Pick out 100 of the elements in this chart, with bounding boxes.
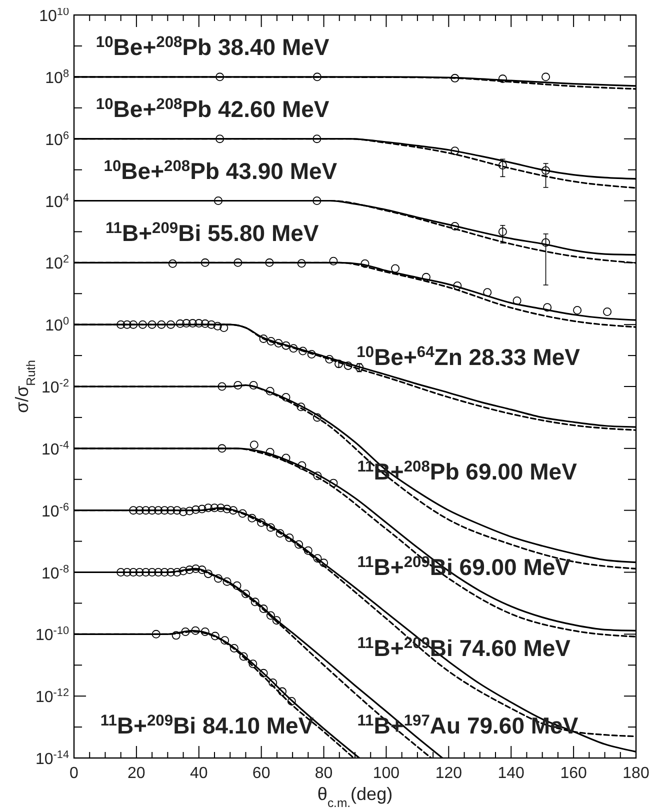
- point: [266, 448, 274, 456]
- point: [248, 514, 256, 522]
- y-tick-label: 10$^{2}$: [45, 254, 69, 273]
- point: [276, 529, 284, 538]
- x-tick-label: 20: [128, 765, 146, 782]
- point: [450, 222, 460, 231]
- annotation: $^{10}$Be+$^{64}$Zn 28.33 MeV: [356, 343, 581, 370]
- point: [188, 319, 197, 328]
- y-tick-label: 10$^{-4}$: [42, 439, 69, 458]
- point: [172, 506, 182, 515]
- x-tick-label: 40: [190, 765, 208, 782]
- point: [220, 324, 228, 332]
- point: [282, 341, 290, 350]
- point: [266, 386, 274, 396]
- point: [250, 440, 258, 450]
- point: [573, 306, 582, 315]
- point: [168, 259, 177, 268]
- point: [259, 604, 268, 614]
- point: [238, 509, 247, 518]
- point: [182, 319, 191, 328]
- y-tick-label: 10$^{-6}$: [42, 501, 69, 520]
- point: [453, 281, 462, 290]
- point: [298, 461, 306, 470]
- point: [129, 320, 138, 329]
- point: [294, 540, 304, 549]
- y-tick-label: 10$^{-8}$: [42, 563, 69, 582]
- point: [282, 454, 290, 462]
- point: [313, 472, 322, 480]
- point: [266, 336, 276, 346]
- point: [498, 227, 507, 236]
- point: [312, 72, 322, 82]
- point: [200, 627, 210, 636]
- point: [230, 644, 238, 653]
- point: [172, 631, 180, 640]
- point: [249, 380, 258, 390]
- x-tick-label: 100: [372, 765, 400, 782]
- point: [450, 74, 460, 82]
- point: [312, 413, 322, 422]
- y-tick-label: 10$^{-2}$: [42, 378, 69, 396]
- point: [259, 334, 268, 343]
- point: [268, 678, 278, 687]
- point: [185, 566, 194, 574]
- point: [154, 568, 163, 576]
- point: [329, 256, 338, 266]
- point: [542, 238, 550, 247]
- point: [239, 652, 248, 661]
- point: [204, 570, 213, 578]
- point: [285, 534, 294, 542]
- point: [216, 134, 224, 144]
- point: [194, 319, 204, 328]
- point: [192, 564, 200, 573]
- point: [296, 402, 306, 412]
- y-tick-label: 10$^{-10}$: [35, 625, 69, 644]
- point: [176, 319, 184, 328]
- y-tick-label: 10$^{-12}$: [35, 687, 69, 706]
- point: [213, 322, 222, 330]
- point: [181, 627, 190, 636]
- point: [198, 504, 206, 514]
- point: [307, 350, 316, 359]
- point: [166, 568, 176, 576]
- point: [450, 146, 460, 156]
- point: [265, 258, 274, 267]
- point: [222, 577, 232, 586]
- point: [138, 320, 147, 329]
- point: [142, 506, 150, 515]
- point: [542, 72, 550, 82]
- point: [325, 354, 334, 364]
- point: [498, 74, 507, 84]
- point: [216, 72, 224, 82]
- point: [304, 546, 312, 555]
- point: [603, 307, 612, 316]
- point: [160, 568, 169, 576]
- y-tick-label: 10$^{4}$: [45, 192, 69, 211]
- point: [172, 568, 182, 576]
- point: [207, 320, 216, 329]
- x-tick-label: 60: [252, 765, 270, 782]
- point: [198, 566, 206, 574]
- point: [543, 303, 552, 312]
- point: [483, 288, 492, 297]
- point: [148, 568, 156, 576]
- point: [204, 504, 213, 512]
- x-tick-label: 120: [435, 765, 462, 782]
- point: [274, 338, 283, 348]
- y-tick-label: 10$^{0}$: [45, 316, 69, 335]
- point: [282, 392, 290, 402]
- point: [257, 518, 266, 527]
- point: [222, 504, 232, 514]
- point: [287, 697, 296, 706]
- point: [191, 626, 200, 635]
- point: [152, 630, 160, 638]
- x-tick-label: 160: [560, 765, 587, 782]
- point: [266, 611, 275, 620]
- point: [129, 568, 138, 576]
- point: [179, 566, 188, 576]
- point: [272, 616, 281, 625]
- point: [218, 444, 226, 453]
- point: [160, 506, 169, 515]
- point: [210, 504, 219, 512]
- point: [498, 161, 507, 170]
- point: [234, 380, 242, 390]
